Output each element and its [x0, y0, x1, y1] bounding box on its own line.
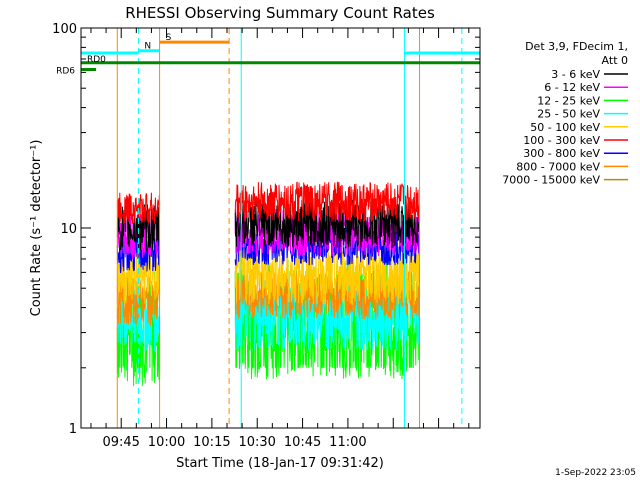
series-line-0-segment-1	[234, 199, 420, 248]
y-tick-label-2: 100	[52, 22, 77, 37]
legend-label-2: 12 - 25 keV	[537, 94, 600, 107]
x-tick-label-3: 10:30	[238, 435, 275, 450]
render-timestamp: 1-Sep-2022 23:05	[555, 468, 636, 478]
x-axis-label: Start Time (18-Jan-17 09:31:42)	[176, 456, 384, 471]
x-tick-label-2: 10:15	[193, 435, 230, 450]
axis-ticks: S N RD0 RD6 1 10 100 09:45 10:00 10:15 10:30 10:45 1…	[52, 22, 480, 450]
series-line-5-segment-1	[234, 181, 420, 222]
flag-label-5: RD6	[56, 67, 75, 77]
x-tick-label-5: 11:00	[329, 435, 366, 450]
flag-label-3: N	[144, 42, 151, 52]
chart-title: RHESSI Observing Summary Count Rates	[125, 4, 435, 22]
series-line-6-segment-1	[234, 225, 420, 267]
series-line-4-segment-1	[234, 245, 420, 306]
legend-label-4: 50 - 100 keV	[530, 121, 600, 134]
legend-label-6: 300 - 800 keV	[523, 147, 600, 160]
legend-title-line-1: Det 3,9, FDecim 1,	[525, 40, 628, 53]
legend-label-0: 3 - 6 keV	[551, 68, 600, 81]
legend-label-1: 6 - 12 keV	[544, 81, 600, 94]
legend-label-5: 100 - 300 keV	[523, 134, 600, 147]
flag-label-4: RD0	[87, 55, 106, 65]
x-tick-label-0: 09:45	[102, 435, 139, 450]
legend-label-8: 7000 - 15000 keV	[502, 174, 600, 187]
y-tick-label-0: 1	[69, 422, 77, 437]
flag-label-2: S	[166, 33, 172, 43]
y-tick-label-1: 10	[60, 222, 77, 237]
legend-title-line-2: Att 0	[602, 54, 628, 67]
y-axis-label: Count Rate (s⁻¹ detector⁻¹)	[29, 140, 44, 317]
plot-area	[81, 28, 480, 428]
series-line-4-segment-0	[116, 246, 160, 304]
x-tick-label-1: 10:00	[148, 435, 185, 450]
legend-label-7: 800 - 7000 keV	[516, 160, 600, 173]
x-tick-label-4: 10:45	[284, 435, 321, 450]
legend-label-3: 25 - 50 keV	[537, 108, 600, 121]
